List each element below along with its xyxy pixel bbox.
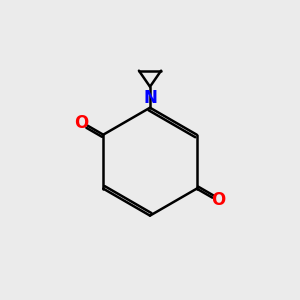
Text: N: N: [143, 89, 157, 107]
Text: O: O: [74, 114, 88, 132]
Text: O: O: [212, 191, 226, 209]
